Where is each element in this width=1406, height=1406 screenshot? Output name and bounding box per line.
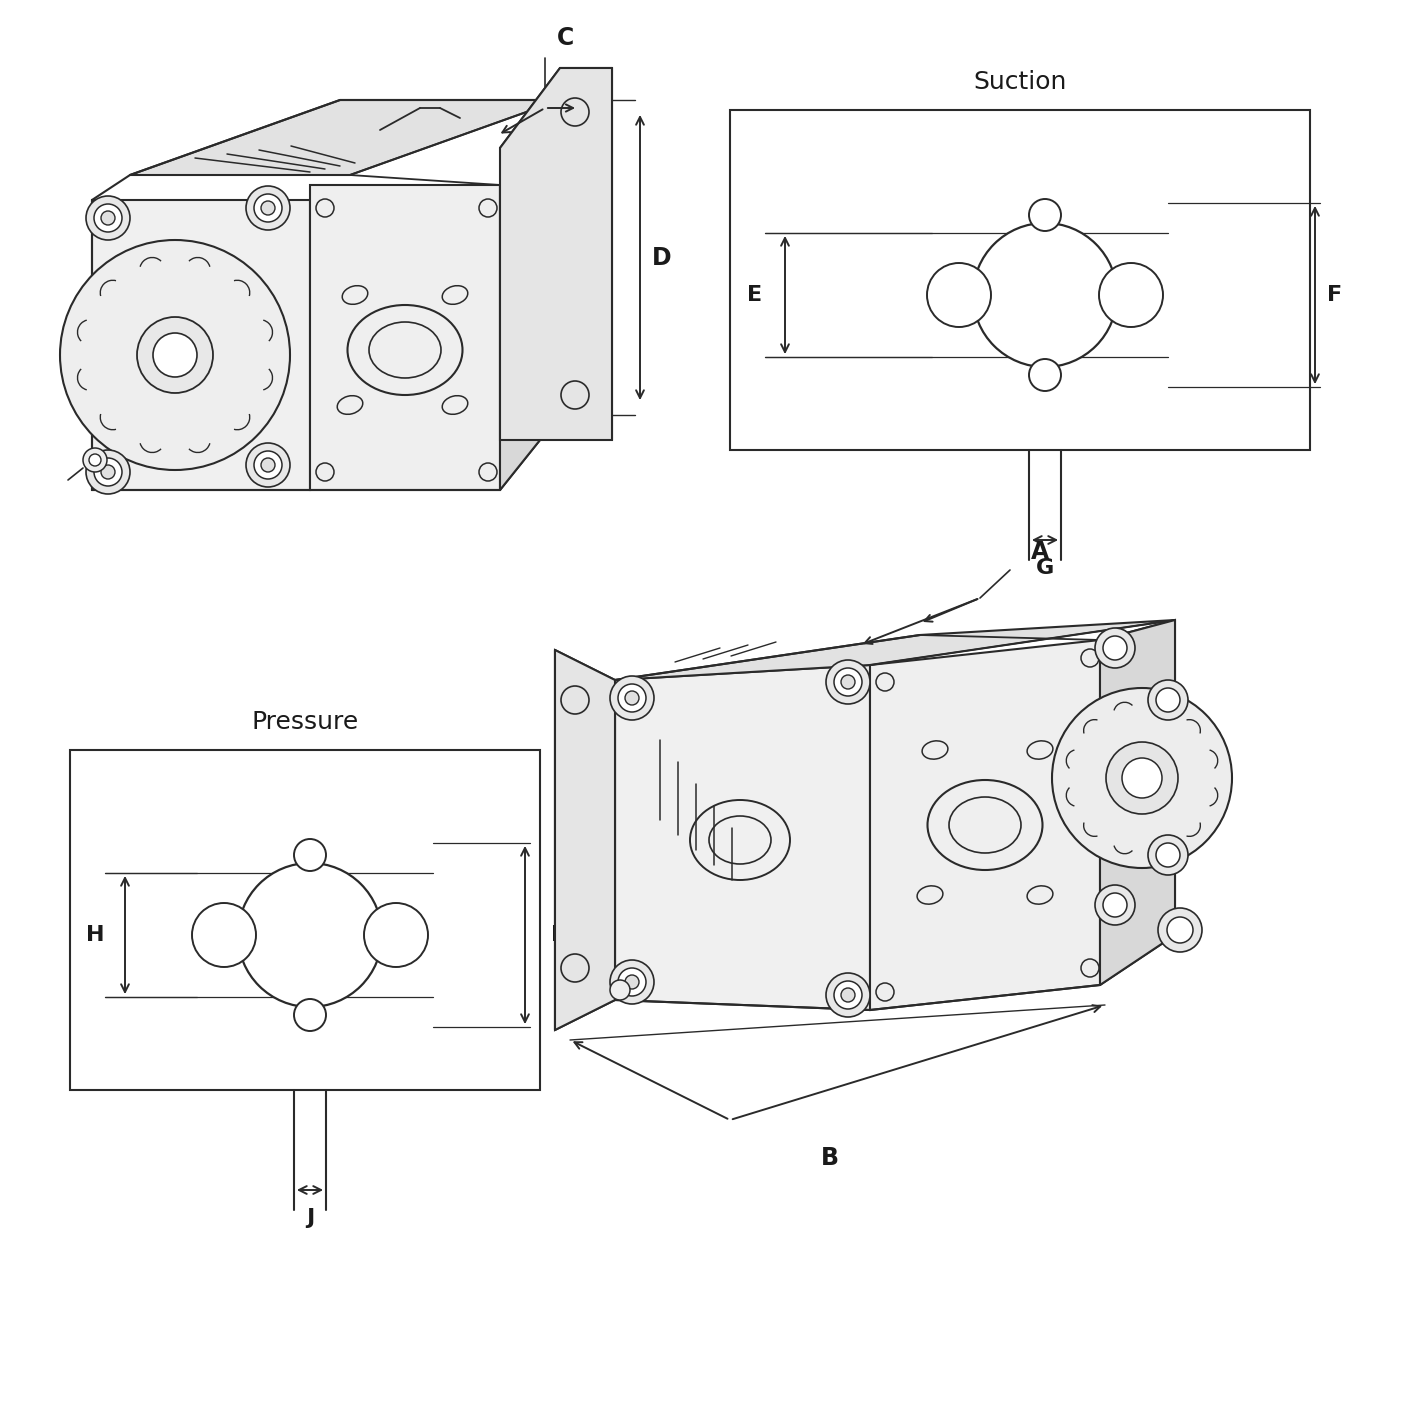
Circle shape [1149, 681, 1188, 720]
Circle shape [101, 211, 115, 225]
Circle shape [619, 967, 645, 995]
Circle shape [927, 263, 991, 328]
Circle shape [153, 333, 197, 377]
Circle shape [1156, 688, 1180, 711]
Text: I: I [551, 925, 560, 945]
Polygon shape [309, 186, 501, 491]
Circle shape [1095, 884, 1135, 925]
Text: G: G [1036, 558, 1054, 578]
Circle shape [834, 668, 862, 696]
Circle shape [561, 381, 589, 409]
Text: C: C [557, 25, 574, 51]
Circle shape [89, 454, 101, 465]
Circle shape [626, 974, 638, 988]
Circle shape [246, 443, 290, 486]
Text: A: A [1031, 540, 1049, 564]
Circle shape [1102, 893, 1128, 917]
Circle shape [1052, 688, 1232, 868]
Circle shape [1081, 650, 1099, 666]
Circle shape [825, 659, 870, 704]
Circle shape [619, 683, 645, 711]
Circle shape [876, 673, 894, 690]
Circle shape [1029, 200, 1062, 231]
Circle shape [479, 463, 496, 481]
Circle shape [1099, 263, 1163, 328]
Circle shape [294, 839, 326, 870]
Circle shape [841, 988, 855, 1002]
Text: F: F [1327, 285, 1343, 305]
Bar [70, 749, 540, 1090]
Circle shape [876, 983, 894, 1001]
Circle shape [193, 903, 256, 967]
Circle shape [316, 463, 335, 481]
Text: B: B [821, 1146, 839, 1170]
Circle shape [610, 980, 630, 1000]
Circle shape [825, 973, 870, 1017]
Circle shape [60, 240, 290, 470]
Circle shape [561, 955, 589, 981]
Text: Pressure: Pressure [252, 710, 359, 734]
Circle shape [254, 194, 283, 222]
Polygon shape [1099, 620, 1175, 986]
Circle shape [316, 200, 335, 217]
Polygon shape [129, 100, 560, 174]
Circle shape [841, 675, 855, 689]
Circle shape [561, 686, 589, 714]
Text: Suction: Suction [973, 70, 1067, 94]
Circle shape [83, 449, 107, 472]
Polygon shape [555, 650, 614, 1031]
Circle shape [238, 863, 382, 1007]
Circle shape [86, 450, 129, 494]
Text: J: J [307, 1208, 314, 1227]
Circle shape [262, 201, 276, 215]
Circle shape [1149, 835, 1188, 875]
Circle shape [1159, 908, 1202, 952]
Polygon shape [614, 665, 870, 1010]
Circle shape [1095, 628, 1135, 668]
Circle shape [254, 451, 283, 479]
Polygon shape [501, 67, 612, 440]
Circle shape [834, 981, 862, 1010]
Circle shape [86, 195, 129, 240]
Circle shape [1081, 959, 1099, 977]
Circle shape [94, 458, 122, 486]
Bar [730, 110, 1310, 450]
Circle shape [561, 98, 589, 127]
Circle shape [246, 186, 290, 231]
Polygon shape [501, 100, 560, 491]
Circle shape [1167, 917, 1194, 943]
Circle shape [1029, 359, 1062, 391]
Circle shape [610, 676, 654, 720]
Circle shape [1122, 758, 1161, 799]
Circle shape [1102, 636, 1128, 659]
Text: E: E [748, 285, 762, 305]
Circle shape [610, 960, 654, 1004]
Circle shape [1107, 742, 1178, 814]
Text: H: H [86, 925, 104, 945]
Circle shape [1156, 844, 1180, 868]
Polygon shape [91, 200, 309, 491]
Text: D: D [652, 246, 672, 270]
Circle shape [973, 224, 1116, 367]
Polygon shape [870, 640, 1099, 1010]
Circle shape [136, 316, 212, 394]
Circle shape [262, 458, 276, 472]
Polygon shape [614, 620, 1175, 681]
Circle shape [294, 1000, 326, 1031]
Circle shape [479, 200, 496, 217]
Circle shape [101, 465, 115, 479]
Circle shape [94, 204, 122, 232]
Circle shape [364, 903, 427, 967]
Circle shape [626, 690, 638, 704]
